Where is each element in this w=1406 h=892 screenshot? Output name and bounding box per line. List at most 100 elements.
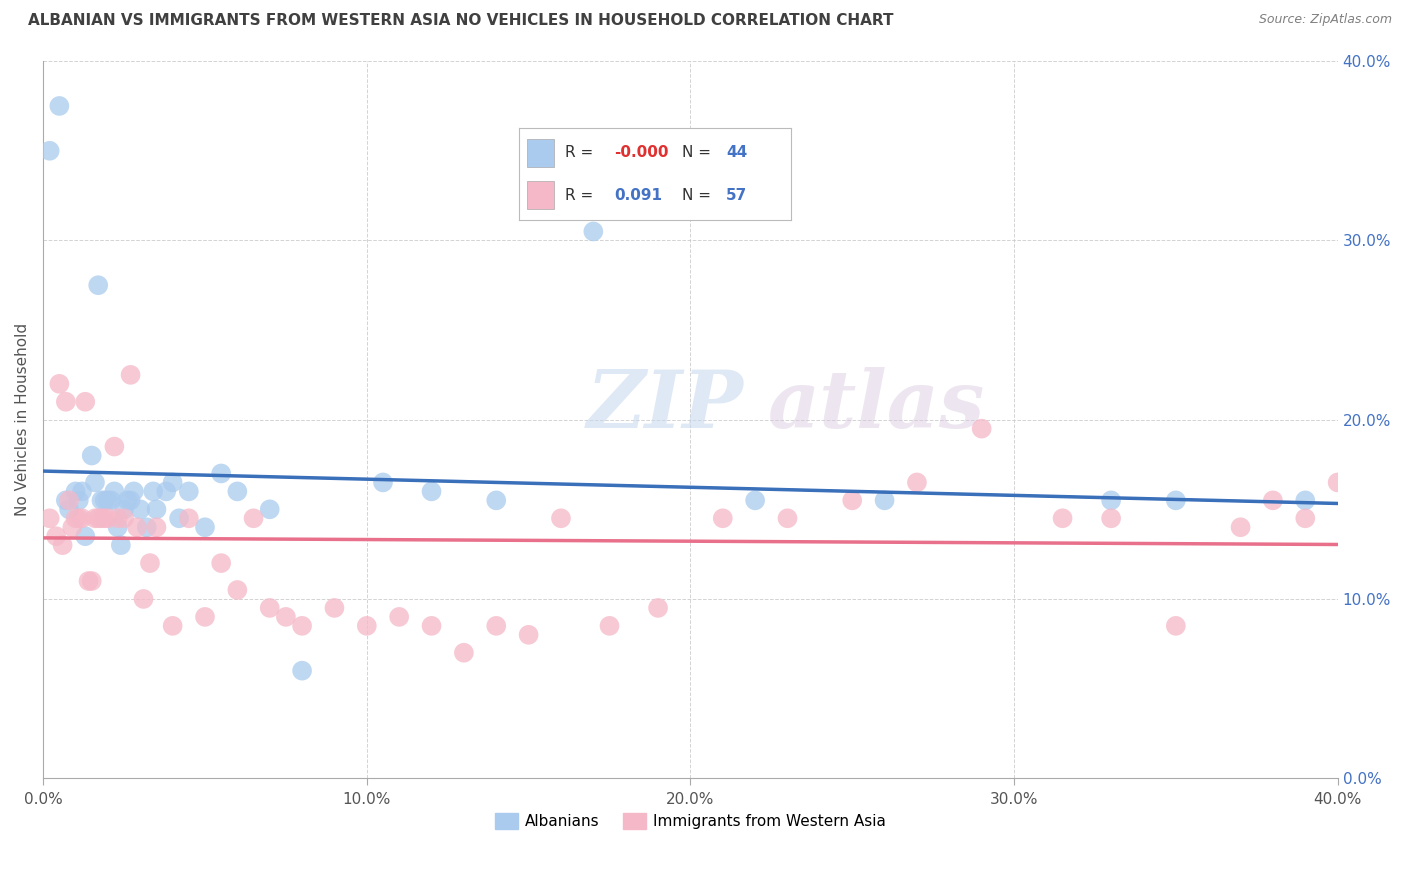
Point bbox=[194, 610, 217, 624]
Point bbox=[65, 511, 87, 525]
Text: atlas: atlas bbox=[768, 367, 986, 444]
Point bbox=[107, 511, 129, 525]
Text: Source: ZipAtlas.com: Source: ZipAtlas.com bbox=[1258, 13, 1392, 27]
Point bbox=[77, 574, 100, 588]
Point bbox=[841, 493, 863, 508]
Point bbox=[167, 511, 190, 525]
Point bbox=[52, 538, 75, 552]
Point bbox=[90, 511, 112, 525]
Point bbox=[80, 449, 103, 463]
Text: N =: N = bbox=[682, 145, 716, 161]
Point bbox=[970, 422, 993, 436]
FancyBboxPatch shape bbox=[527, 139, 554, 167]
Point bbox=[75, 529, 97, 543]
Point bbox=[58, 493, 80, 508]
Point bbox=[55, 394, 77, 409]
Point bbox=[145, 502, 167, 516]
Point bbox=[100, 493, 122, 508]
Point bbox=[1229, 520, 1251, 534]
Point bbox=[112, 502, 135, 516]
Point bbox=[209, 556, 232, 570]
Text: R =: R = bbox=[565, 145, 599, 161]
Point bbox=[90, 493, 112, 508]
Point bbox=[259, 601, 281, 615]
Point bbox=[117, 493, 139, 508]
Point bbox=[1164, 619, 1187, 633]
Text: R =: R = bbox=[565, 188, 599, 202]
Point bbox=[70, 511, 93, 525]
Point bbox=[1052, 511, 1074, 525]
Text: 0.091: 0.091 bbox=[614, 188, 662, 202]
Point bbox=[80, 574, 103, 588]
Point bbox=[65, 484, 87, 499]
Point bbox=[550, 511, 572, 525]
Point bbox=[97, 493, 120, 508]
Point bbox=[873, 493, 896, 508]
Point bbox=[55, 493, 77, 508]
Point bbox=[87, 511, 110, 525]
Point bbox=[139, 556, 162, 570]
Point bbox=[1294, 493, 1316, 508]
Point bbox=[129, 502, 152, 516]
Point bbox=[48, 99, 70, 113]
Point bbox=[45, 529, 67, 543]
Point bbox=[420, 484, 443, 499]
Point bbox=[60, 520, 83, 534]
Point bbox=[323, 601, 346, 615]
Text: 44: 44 bbox=[725, 145, 747, 161]
Point bbox=[84, 475, 107, 490]
Point bbox=[125, 520, 148, 534]
Point bbox=[135, 520, 157, 534]
Text: ZIP: ZIP bbox=[586, 367, 744, 444]
Point bbox=[67, 493, 90, 508]
Point bbox=[388, 610, 411, 624]
Point bbox=[420, 619, 443, 633]
Point bbox=[1294, 511, 1316, 525]
Y-axis label: No Vehicles in Household: No Vehicles in Household bbox=[15, 323, 30, 516]
Point bbox=[453, 646, 475, 660]
Point bbox=[1099, 493, 1122, 508]
Point bbox=[93, 511, 115, 525]
Point bbox=[711, 511, 734, 525]
Point bbox=[744, 493, 766, 508]
Point bbox=[132, 591, 155, 606]
Point bbox=[142, 484, 165, 499]
Point bbox=[226, 484, 249, 499]
Point bbox=[776, 511, 799, 525]
Point bbox=[103, 484, 125, 499]
Point bbox=[155, 484, 177, 499]
Point bbox=[194, 520, 217, 534]
Point bbox=[647, 601, 669, 615]
Point bbox=[485, 493, 508, 508]
Point bbox=[67, 511, 90, 525]
Point bbox=[1099, 511, 1122, 525]
Point bbox=[274, 610, 297, 624]
Point bbox=[145, 520, 167, 534]
Point bbox=[122, 484, 145, 499]
Point bbox=[291, 664, 314, 678]
Point bbox=[517, 628, 540, 642]
Point bbox=[120, 493, 142, 508]
Point bbox=[209, 467, 232, 481]
Point bbox=[162, 475, 184, 490]
Point bbox=[1326, 475, 1348, 490]
Text: N =: N = bbox=[682, 188, 716, 202]
Point bbox=[97, 511, 120, 525]
Point bbox=[58, 502, 80, 516]
Point bbox=[905, 475, 928, 490]
Point bbox=[1261, 493, 1284, 508]
Text: ALBANIAN VS IMMIGRANTS FROM WESTERN ASIA NO VEHICLES IN HOUSEHOLD CORRELATION CH: ALBANIAN VS IMMIGRANTS FROM WESTERN ASIA… bbox=[28, 13, 894, 29]
Legend: Albanians, Immigrants from Western Asia: Albanians, Immigrants from Western Asia bbox=[488, 807, 893, 835]
Point bbox=[599, 619, 621, 633]
Point bbox=[1164, 493, 1187, 508]
Point bbox=[107, 520, 129, 534]
Point bbox=[226, 582, 249, 597]
Point bbox=[48, 376, 70, 391]
Point bbox=[582, 224, 605, 238]
Text: -0.000: -0.000 bbox=[614, 145, 669, 161]
Point bbox=[291, 619, 314, 633]
FancyBboxPatch shape bbox=[527, 181, 554, 210]
Point bbox=[84, 511, 107, 525]
Point bbox=[38, 144, 60, 158]
Point bbox=[259, 502, 281, 516]
